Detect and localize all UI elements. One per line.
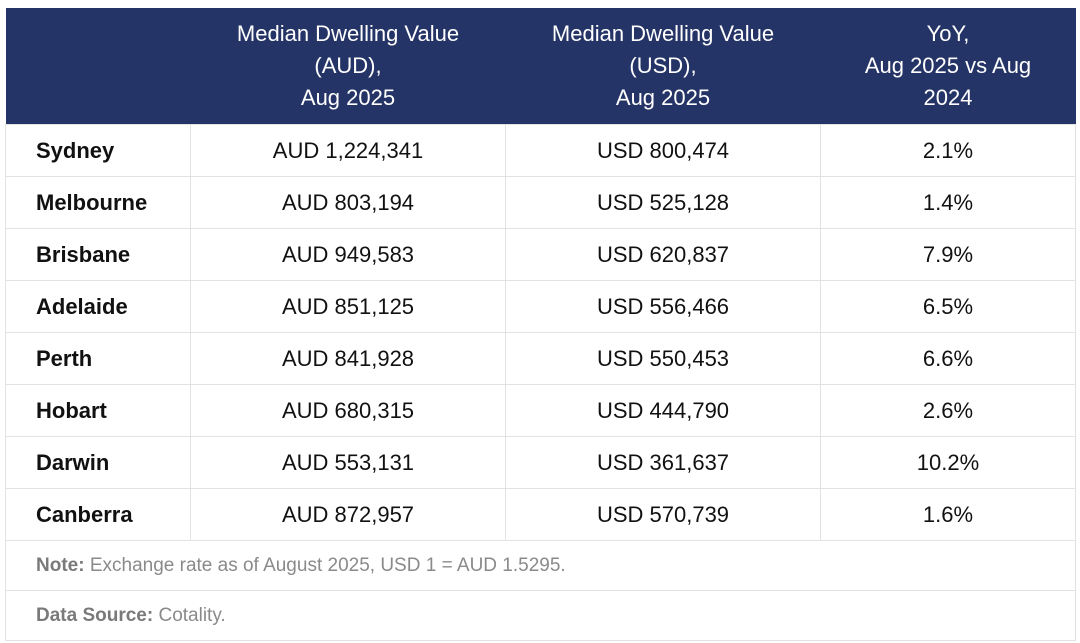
source: Data Source: Cotality. <box>5 590 1076 641</box>
city-cell: Hobart <box>5 384 191 437</box>
value-cell: 6.5% <box>820 280 1076 333</box>
note-row: Note: Exchange rate as of August 2025, U… <box>5 540 1076 591</box>
value-cell: USD 570,739 <box>505 488 821 541</box>
value-cell: USD 556,466 <box>505 280 821 333</box>
city-cell: Canberra <box>5 488 191 541</box>
city-cell: Perth <box>5 332 191 385</box>
value-cell: AUD 872,957 <box>190 488 506 541</box>
note-text: Exchange rate as of August 2025, USD 1 =… <box>84 554 566 576</box>
city-cell: Adelaide <box>5 280 191 333</box>
city-cell: Darwin <box>5 436 191 489</box>
header-row: Median Dwelling Value (AUD), Aug 2025 Med… <box>5 8 1076 125</box>
table-row: Adelaide AUD 851,125 USD 556,466 6.5% <box>5 280 1076 333</box>
source-row: Data Source: Cotality. <box>5 590 1076 641</box>
table-row: Darwin AUD 553,131 USD 361,637 10.2% <box>5 436 1076 489</box>
city-cell: Sydney <box>5 124 191 177</box>
value-cell: 6.6% <box>820 332 1076 385</box>
header-cell: Median Dwelling Value (USD), Aug 2025 <box>505 8 821 125</box>
table-row: Canberra AUD 872,957 USD 570,739 1.6% <box>5 488 1076 541</box>
value-cell: 7.9% <box>820 228 1076 281</box>
table-row: Sydney AUD 1,224,341 USD 800,474 2.1% <box>5 124 1076 177</box>
value-cell: USD 800,474 <box>505 124 821 177</box>
value-cell: AUD 1,224,341 <box>190 124 506 177</box>
value-cell: AUD 553,131 <box>190 436 506 489</box>
value-cell: AUD 680,315 <box>190 384 506 437</box>
table-body: Sydney AUD 1,224,341 USD 800,474 2.1% Melbou… <box>5 124 1076 541</box>
value-cell: 1.4% <box>820 176 1076 229</box>
table-row: Melbourne AUD 803,194 USD 525,128 1.4% <box>5 176 1076 229</box>
table-row: Hobart AUD 680,315 USD 444,790 2.6% <box>5 384 1076 437</box>
header-cell: Median Dwelling Value (AUD), Aug 2025 <box>190 8 506 125</box>
source-label: Data Source: <box>36 604 154 626</box>
value-cell: 2.1% <box>820 124 1076 177</box>
value-cell: AUD 841,928 <box>190 332 506 385</box>
table-header: Median Dwelling Value (AUD), Aug 2025 Med… <box>5 8 1076 125</box>
table-row: Brisbane AUD 949,583 USD 620,837 7.9% <box>5 228 1076 281</box>
note-label: Note: <box>36 554 85 576</box>
value-cell: USD 525,128 <box>505 176 821 229</box>
source-text: Cotality. <box>153 604 226 626</box>
value-cell: AUD 851,125 <box>190 280 506 333</box>
table-container: Median Dwelling Value (AUD), Aug 2025 Med… <box>5 8 1076 641</box>
value-cell: USD 361,637 <box>505 436 821 489</box>
value-cell: 10.2% <box>820 436 1076 489</box>
value-cell: AUD 803,194 <box>190 176 506 229</box>
value-cell: AUD 949,583 <box>190 228 506 281</box>
table-footer: Note: Exchange rate as of August 2025, U… <box>5 540 1076 641</box>
value-cell: USD 620,837 <box>505 228 821 281</box>
table-row: Perth AUD 841,928 USD 550,453 6.6% <box>5 332 1076 385</box>
value-cell: 1.6% <box>820 488 1076 541</box>
header-cell: YoY, Aug 2025 vs Aug 2024 <box>820 8 1076 125</box>
header-cell <box>5 8 191 125</box>
value-cell: USD 550,453 <box>505 332 821 385</box>
city-cell: Brisbane <box>5 228 191 281</box>
data-table: Median Dwelling Value (AUD), Aug 2025 Med… <box>5 8 1076 641</box>
value-cell: USD 444,790 <box>505 384 821 437</box>
value-cell: 2.6% <box>820 384 1076 437</box>
city-cell: Melbourne <box>5 176 191 229</box>
note: Note: Exchange rate as of August 2025, U… <box>5 540 1076 591</box>
